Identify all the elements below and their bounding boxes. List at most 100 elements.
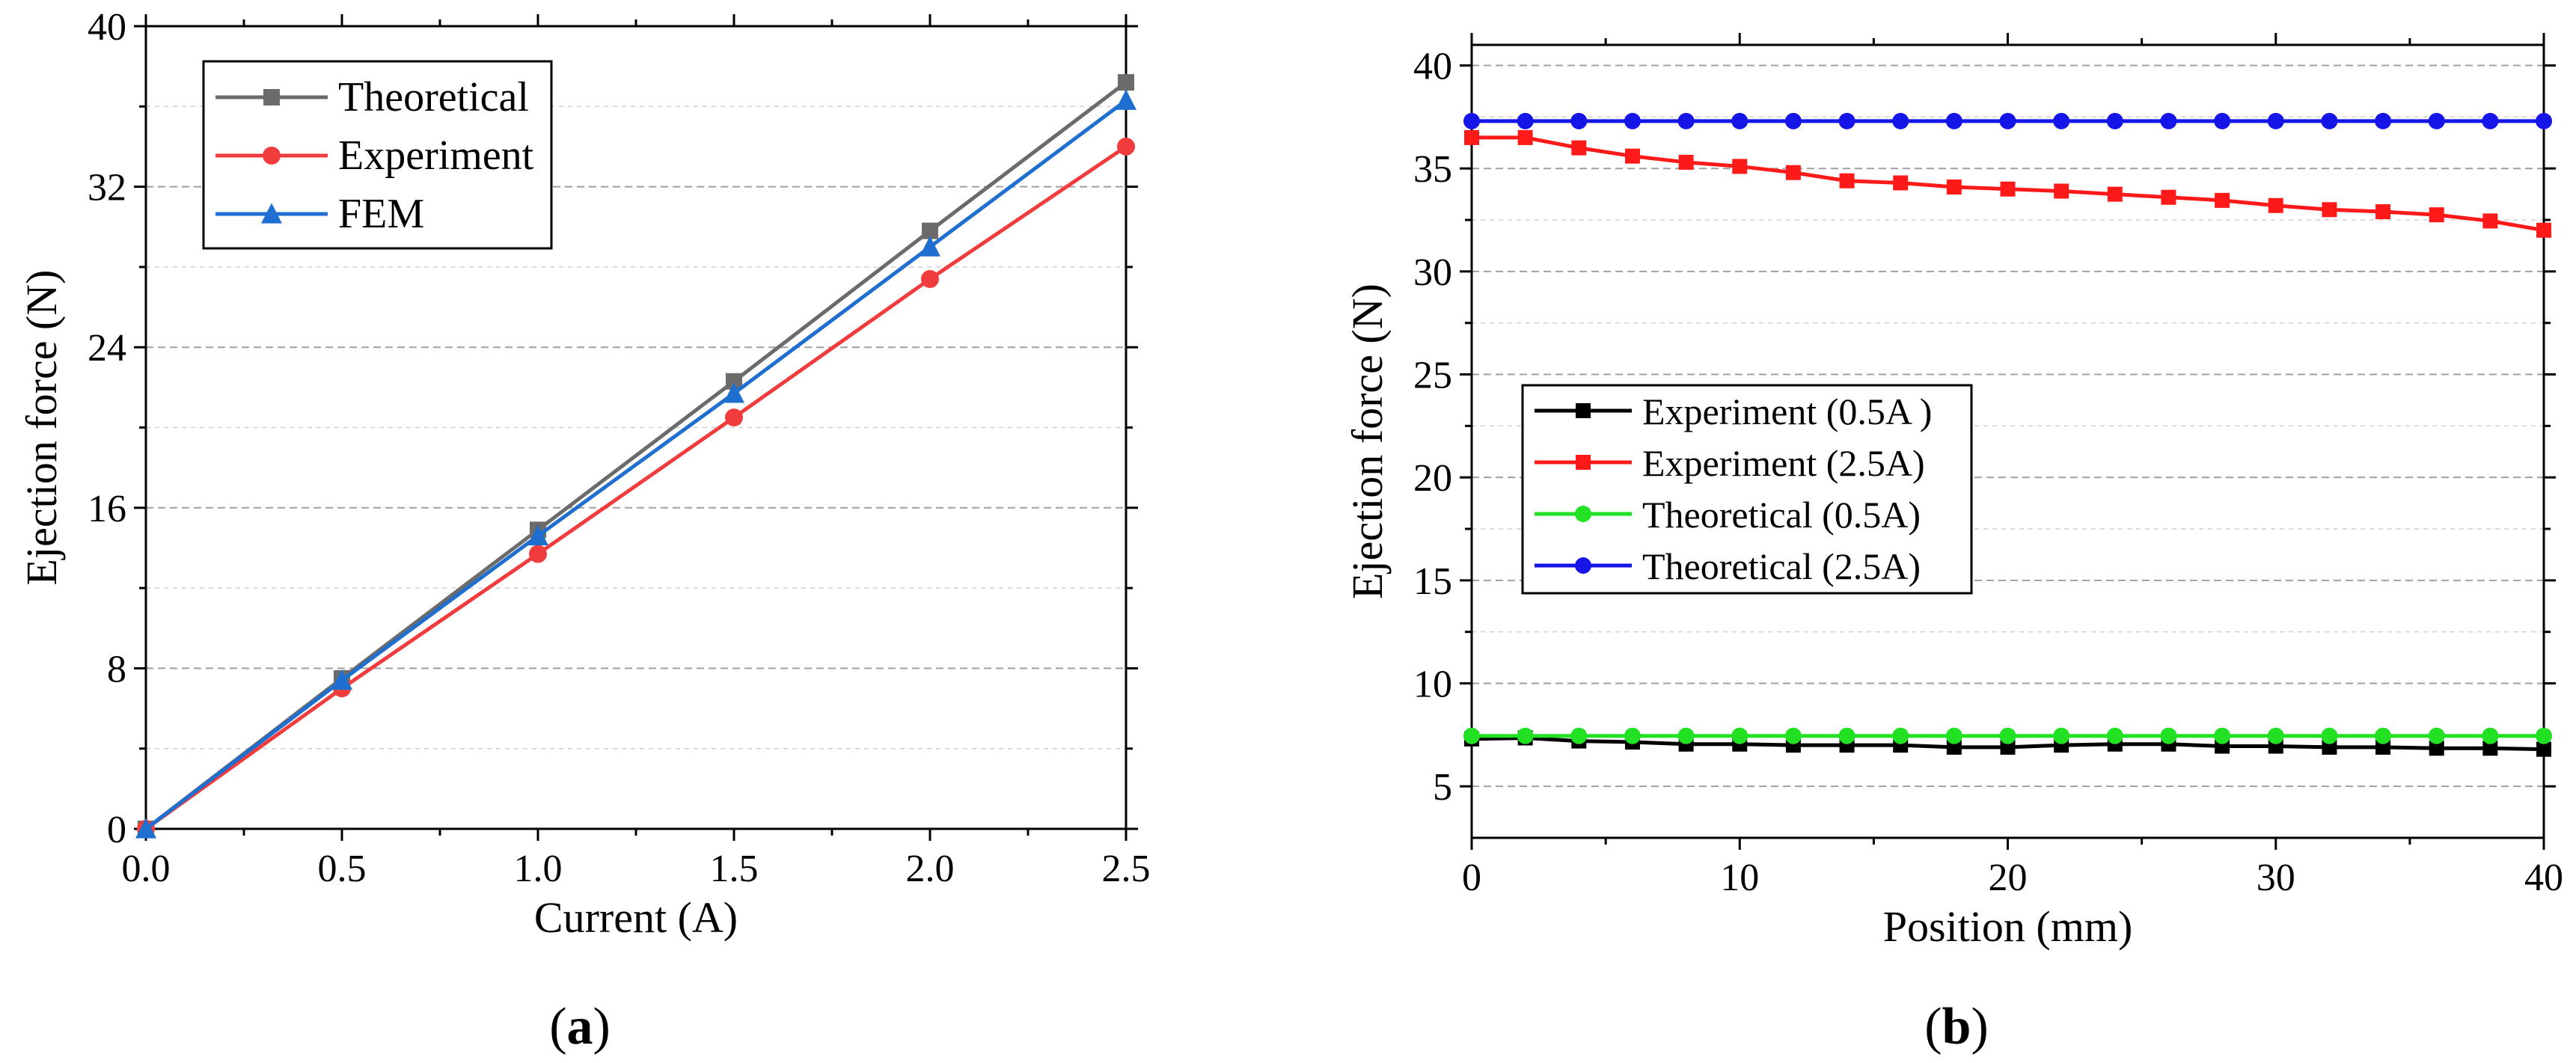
data-point-theoretical [1118, 74, 1134, 91]
data-point-theoretical-2-5a [1784, 112, 1802, 129]
legend-label-experiment-0-5a: Experiment (0.5A ) [1642, 390, 1932, 432]
y-tick-label: 0 [107, 809, 126, 851]
data-point-experiment-2-5a [1464, 129, 1479, 145]
data-point-experiment-0-5a [2375, 739, 2391, 755]
x-tick-label: 2.0 [906, 848, 955, 890]
legend-box [1521, 384, 1973, 595]
data-point-theoretical-0-5a [1570, 727, 1588, 744]
data-point-theoretical-0-5a [2428, 727, 2445, 744]
data-point-theoretical-0-5a [2321, 727, 2338, 744]
data-point-theoretical-2-5a [1999, 112, 2016, 129]
data-point-experiment-0-5a [1946, 739, 1962, 755]
data-point-experiment-2-5a [1946, 179, 1962, 194]
data-point-theoretical [922, 222, 938, 239]
chart-panel-b: 5 10 15 20 25 30 35 40 0 10 20 30 40 Position (mm) Eje… [1343, 33, 2563, 951]
caption-b: (b) [1924, 998, 1989, 1056]
series-fem [135, 89, 1136, 839]
data-point-experiment-2-5a [1678, 154, 1694, 170]
data-point-experiment-2-5a [2322, 202, 2337, 218]
data-point-theoretical [726, 373, 742, 390]
x-tick-label: 0.0 [122, 848, 171, 890]
series-theoretical-2-5a [1463, 112, 2552, 129]
data-point-fem [1116, 89, 1136, 110]
data-point-fem [135, 818, 156, 839]
legend-marker-fem [261, 203, 282, 224]
legend: Experiment (0.5A ) Experiment (2.5A) Theor… [1521, 384, 1973, 595]
series-line-experiment [144, 144, 1128, 831]
data-point-theoretical-0-5a [2536, 727, 2552, 744]
legend-marker-experiment-2-5a [1576, 455, 1591, 470]
data-point-fem [527, 524, 548, 546]
data-point-theoretical-2-5a [2267, 112, 2284, 129]
data-point-experiment-2-5a [1839, 173, 1855, 189]
legend-marker-experiment-0-5a [1576, 403, 1591, 418]
data-point-theoretical-2-5a [1677, 112, 1695, 129]
data-point-theoretical-2-5a [1892, 112, 1909, 129]
y-tick-label: 40 [88, 6, 126, 49]
x-tick-label: 1.5 [710, 848, 759, 890]
y-tick-label: 24 [88, 327, 126, 370]
legend-label-theoretical-0-5a: Theoretical (0.5A) [1642, 494, 1921, 536]
y-tick-label: 25 [1413, 355, 1452, 397]
data-point-theoretical-2-5a [1731, 112, 1749, 129]
x-tick-label: 20 [1989, 857, 2028, 899]
data-point-fem [920, 236, 940, 257]
x-axis-title: Position (mm) [1883, 902, 2133, 951]
data-point-theoretical-2-5a [2375, 112, 2392, 129]
data-point-theoretical-0-5a [2160, 727, 2177, 744]
y-axis-title: Ejection force (N) [1343, 284, 1392, 599]
y-axis-title: Ejection force (N) [17, 270, 66, 586]
y-tick-label: 35 [1413, 148, 1452, 191]
data-point-theoretical-2-5a [2428, 112, 2445, 129]
legend-label-fem: FEM [338, 191, 424, 237]
data-point-experiment-2-5a [2375, 204, 2391, 220]
data-point-experiment [725, 408, 743, 427]
data-point-experiment-2-5a [2000, 181, 2016, 197]
data-point-experiment [529, 545, 547, 563]
data-point-theoretical-0-5a [1677, 727, 1695, 744]
x-tick-label: 1.0 [514, 848, 563, 890]
data-point-theoretical-2-5a [2321, 112, 2338, 129]
data-point-fem [723, 382, 744, 403]
chart-panel-a: 0 8 16 24 32 40 0.0 0.5 1.0 1.5 2.0 2.5 Current (A) E… [17, 6, 1151, 942]
data-point-theoretical-2-5a [1517, 112, 1534, 129]
data-point-theoretical-2-5a [2482, 112, 2499, 129]
data-point-fem [331, 669, 352, 690]
y-tick-label: 40 [1413, 46, 1452, 88]
data-point-experiment-2-5a [1517, 129, 1533, 145]
data-point-experiment [921, 269, 939, 288]
data-point-experiment-2-5a [1571, 140, 1587, 156]
x-tick-label: 30 [2257, 857, 2295, 899]
data-point-experiment-2-5a [1624, 148, 1640, 164]
y-tick-label: 15 [1413, 560, 1452, 603]
legend-marker-theoretical-0-5a [1575, 506, 1591, 522]
y-tick-label: 20 [1413, 457, 1452, 500]
data-point-theoretical-2-5a [1624, 112, 1641, 129]
data-point-experiment-2-5a [2482, 213, 2498, 229]
data-point-experiment-2-5a [1893, 175, 1909, 191]
y-tick-label: 8 [107, 648, 126, 690]
data-point-theoretical-2-5a [2160, 112, 2177, 129]
data-point-experiment-0-5a [2482, 741, 2498, 756]
data-point-experiment-2-5a [2268, 197, 2283, 213]
data-point-theoretical-0-5a [1731, 727, 1749, 744]
data-point-experiment-0-5a [2000, 739, 2016, 755]
legend-marker-theoretical-2-5a [1575, 557, 1591, 574]
data-point-experiment-2-5a [2429, 207, 2444, 223]
y-tick-label: 30 [1413, 251, 1452, 294]
data-point-theoretical-0-5a [1463, 727, 1480, 744]
x-tick-label: 0 [1462, 857, 1481, 899]
data-point-experiment-2-5a [1785, 165, 1801, 180]
series-theoretical-0-5a [1463, 727, 2552, 744]
legend-label-theoretical-2-5a: Theoretical (2.5A) [1642, 545, 1921, 587]
y-tick-label: 16 [88, 488, 126, 530]
x-tick-label: 40 [2524, 857, 2563, 899]
data-point-theoretical-0-5a [2482, 727, 2499, 744]
data-point-theoretical-0-5a [2106, 727, 2123, 744]
data-point-theoretical-0-5a [1999, 727, 2016, 744]
data-point-theoretical-0-5a [1838, 727, 1855, 744]
data-point-experiment-0-5a [2536, 741, 2551, 757]
data-point-theoretical-0-5a [2214, 727, 2231, 744]
data-point-experiment-2-5a [2054, 183, 2069, 199]
data-point-experiment-2-5a [2107, 186, 2123, 202]
